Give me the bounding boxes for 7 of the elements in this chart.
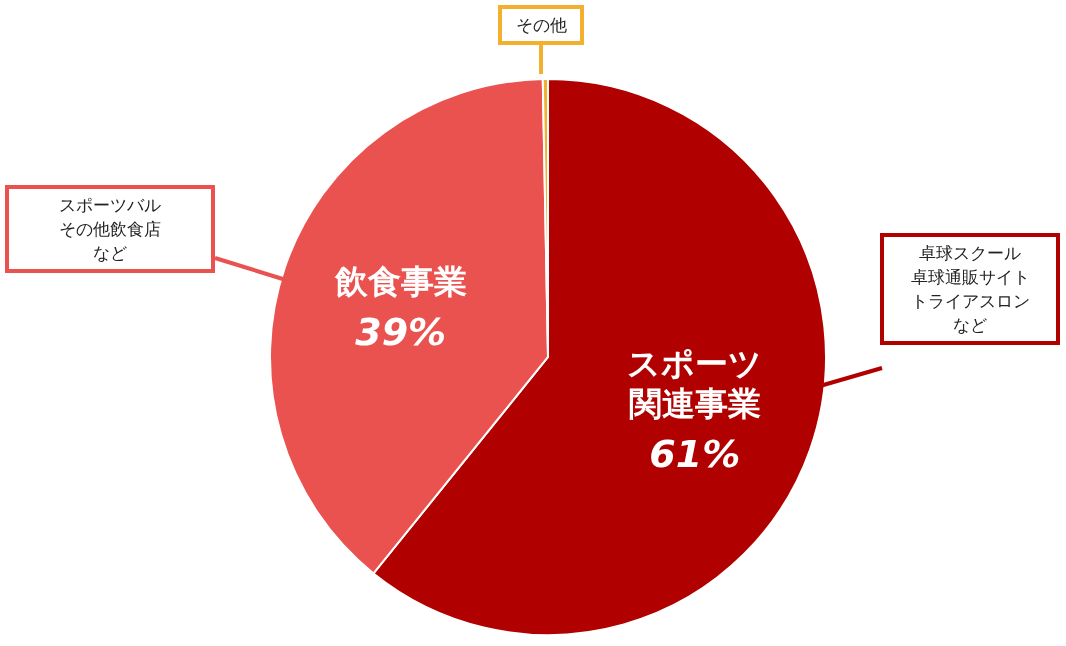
data-label: 39% (355, 309, 447, 354)
slice-label: スポーツ関連事業 (627, 343, 763, 423)
text: スポーツバルその他飲食店など (58, 194, 162, 265)
data-label: 61% (649, 431, 741, 476)
text: 卓球スクール卓球通販サイトトライアスロンなど (909, 242, 1031, 337)
legend-label: 飲食事業 (333, 261, 467, 301)
slice-label: その他 (514, 14, 568, 37)
